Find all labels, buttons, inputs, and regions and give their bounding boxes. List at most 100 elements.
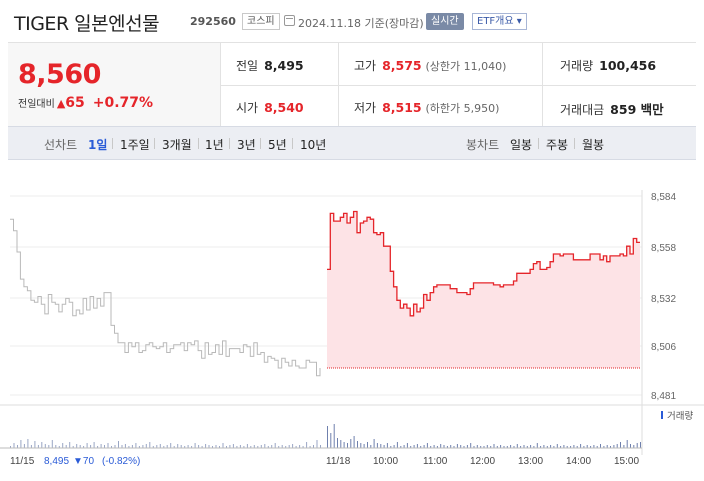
volume-bar: [570, 446, 572, 448]
x-tick-label: 10:00: [373, 456, 398, 467]
volume-bar: [327, 426, 328, 448]
volume-bar: [550, 445, 552, 448]
tab-weekly[interactable]: 주봉: [546, 138, 569, 152]
stat-value: 100,456: [599, 58, 657, 73]
volume-bar: [506, 446, 508, 448]
up-arrow-icon: ▲: [56, 97, 66, 110]
volume-bar: [403, 445, 405, 448]
volume-bar: [496, 446, 498, 448]
volume-bar: [463, 446, 465, 448]
volume-bar: [633, 445, 635, 448]
divider: [292, 138, 293, 149]
tab-10y[interactable]: 10년: [300, 138, 327, 152]
divider: [260, 138, 261, 149]
volume-bar: [566, 446, 568, 448]
volume-bar: [264, 444, 266, 448]
volume-bar: [121, 445, 123, 448]
volume-bar: [309, 446, 311, 448]
volume-bar: [222, 443, 224, 448]
volume-bar: [393, 445, 395, 448]
volume-bar: [530, 445, 532, 448]
volume-bar: [600, 444, 601, 448]
price-chart[interactable]: 8,584 8,558 8,532 8,506 8,481 거래량 11/18 …: [0, 160, 704, 481]
upper-limit: (상한가 11,040): [425, 60, 507, 73]
volume-bar: [533, 446, 535, 448]
tab-3m[interactable]: 3개월: [162, 138, 192, 152]
volume-bar: [470, 443, 472, 448]
volume-bar: [271, 445, 273, 448]
volume-bar: [187, 445, 189, 448]
volume-bar: [34, 441, 36, 448]
volume-bar: [246, 444, 248, 448]
volume-bar: [250, 446, 252, 448]
volume-bar: [473, 446, 475, 448]
volume-bar: [86, 443, 88, 448]
volume-bar: [420, 446, 422, 448]
realtime-button[interactable]: 실시간: [426, 13, 464, 30]
volume-bar: [320, 445, 321, 448]
tab-1d[interactable]: 1일: [88, 138, 108, 152]
volume-bar: [413, 445, 415, 448]
volume-bar: [613, 445, 615, 448]
volume-bar: [376, 443, 378, 448]
tab-1y[interactable]: 1년: [205, 138, 224, 152]
volume-bar: [131, 445, 133, 448]
volume-bar: [596, 446, 598, 448]
volume-bar: [180, 445, 182, 448]
volume-bar: [173, 446, 175, 448]
volume-bar: [111, 446, 112, 448]
prev-day-label: 11/15: [10, 456, 35, 467]
series-line-today: [327, 210, 640, 317]
volume-bar: [201, 446, 203, 448]
volume-bar: [640, 442, 641, 448]
tab-5y[interactable]: 5년: [268, 138, 287, 152]
tab-1w[interactable]: 1주일: [120, 138, 150, 152]
volume-bar: [260, 445, 262, 448]
volume-bar: [198, 445, 200, 448]
divider: [229, 138, 230, 149]
volume-bar: [340, 440, 342, 448]
volume-bar: [586, 445, 588, 448]
tab-monthly[interactable]: 월봉: [582, 138, 605, 152]
volume-bar: [523, 445, 525, 448]
market-badge: 코스피: [242, 13, 280, 30]
etf-overview-dropdown[interactable]: ETF개요 ▾: [472, 13, 527, 30]
tab-daily[interactable]: 일봉: [510, 138, 533, 152]
volume-bar: [353, 436, 355, 448]
volume-bar: [493, 444, 495, 448]
stat-value: 8,515: [382, 100, 422, 115]
volume-bar: [593, 445, 595, 448]
tab-3y[interactable]: 3년: [237, 138, 256, 152]
x-tick-label: 11:00: [423, 456, 448, 467]
volume-bar: [267, 446, 269, 448]
volume-bar: [400, 446, 402, 448]
stat-trade-amount: 거래대금 859 백만: [560, 99, 664, 118]
volume-bar: [440, 444, 442, 448]
volume-bar: [17, 445, 18, 448]
volume-bar: [443, 445, 445, 448]
divider: [154, 138, 155, 149]
volume-bar: [563, 445, 565, 448]
volume-bar: [205, 444, 207, 448]
prev-day-rate: (-0.82%): [102, 456, 140, 467]
volume-bar: [30, 445, 32, 448]
volume-bar: [396, 442, 398, 448]
volume-bar: [460, 445, 462, 448]
stat-high: 고가 8,575 (상한가 11,040): [354, 57, 506, 74]
volume-bar: [360, 443, 362, 448]
volume-bar: [65, 445, 67, 448]
volume-bar: [156, 445, 158, 448]
volume-bar: [626, 440, 628, 448]
volume-bar: [299, 445, 301, 448]
volume-bar: [44, 444, 46, 448]
volume-bar: [520, 446, 522, 448]
volume-bar: [390, 446, 392, 448]
volume-bar: [450, 445, 452, 448]
volume-bar: [138, 446, 140, 448]
volume-bar: [253, 445, 255, 448]
volume-bar: [149, 442, 151, 448]
volume-bar: [177, 444, 179, 448]
change-rate: +0.77%: [92, 95, 154, 111]
stat-low: 저가 8,515 (하한가 5,950): [354, 99, 499, 116]
x-tick-label: 13:00: [518, 456, 543, 467]
